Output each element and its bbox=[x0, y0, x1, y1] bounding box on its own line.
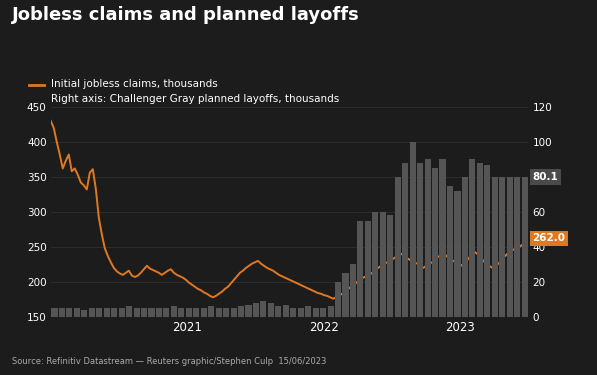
Bar bbox=[514, 177, 520, 317]
Bar bbox=[156, 308, 162, 317]
Bar bbox=[387, 215, 393, 317]
Bar bbox=[74, 308, 80, 317]
Bar bbox=[230, 308, 236, 317]
Bar bbox=[81, 310, 87, 317]
Bar bbox=[432, 168, 438, 317]
Bar bbox=[283, 304, 289, 317]
Bar bbox=[343, 273, 349, 317]
Text: Source: Refinitiv Datastream — Reuters graphic/Stephen Culp  15/06/2023: Source: Refinitiv Datastream — Reuters g… bbox=[12, 357, 327, 366]
Bar bbox=[313, 308, 319, 317]
Bar bbox=[439, 159, 445, 317]
Bar bbox=[462, 177, 468, 317]
Text: 262.0: 262.0 bbox=[533, 234, 565, 243]
Bar bbox=[447, 186, 453, 317]
Bar bbox=[245, 304, 251, 317]
Bar bbox=[275, 306, 281, 317]
Bar bbox=[477, 163, 483, 317]
Bar bbox=[149, 308, 155, 317]
Bar bbox=[417, 163, 423, 317]
Bar bbox=[260, 301, 266, 317]
Bar bbox=[268, 303, 274, 317]
Bar bbox=[402, 163, 408, 317]
Bar bbox=[298, 308, 304, 317]
Bar bbox=[350, 264, 356, 317]
Bar bbox=[193, 308, 199, 317]
Text: Initial jobless claims, thousands: Initial jobless claims, thousands bbox=[51, 80, 217, 89]
Bar bbox=[328, 306, 334, 317]
Bar bbox=[410, 142, 416, 317]
Bar bbox=[522, 177, 528, 317]
Bar bbox=[104, 308, 110, 317]
Bar bbox=[51, 308, 57, 317]
Bar bbox=[469, 159, 475, 317]
Bar bbox=[373, 212, 378, 317]
Bar bbox=[179, 308, 184, 317]
Bar bbox=[111, 308, 117, 317]
Bar bbox=[223, 308, 229, 317]
Bar bbox=[126, 306, 132, 317]
Bar bbox=[492, 177, 498, 317]
Bar bbox=[216, 308, 221, 317]
Bar bbox=[96, 308, 102, 317]
Bar bbox=[253, 303, 259, 317]
Bar bbox=[186, 308, 192, 317]
Bar bbox=[395, 177, 401, 317]
Bar bbox=[499, 177, 505, 317]
Bar bbox=[320, 308, 326, 317]
Bar bbox=[507, 177, 513, 317]
Text: Right axis: Challenger Gray planned layoffs, thousands: Right axis: Challenger Gray planned layo… bbox=[51, 94, 339, 104]
Bar bbox=[365, 220, 371, 317]
Bar bbox=[290, 308, 296, 317]
Bar bbox=[454, 191, 460, 317]
Bar bbox=[134, 308, 140, 317]
Bar bbox=[66, 308, 72, 317]
Bar bbox=[424, 159, 430, 317]
Bar bbox=[380, 212, 386, 317]
Bar bbox=[141, 308, 147, 317]
Bar bbox=[484, 165, 490, 317]
Bar bbox=[164, 308, 170, 317]
Bar bbox=[238, 306, 244, 317]
Bar bbox=[335, 282, 341, 317]
Bar bbox=[358, 220, 364, 317]
Bar bbox=[201, 308, 207, 317]
Bar bbox=[208, 306, 214, 317]
Bar bbox=[305, 306, 311, 317]
Bar bbox=[89, 308, 95, 317]
Bar bbox=[59, 308, 65, 317]
Bar bbox=[119, 308, 125, 317]
Bar bbox=[171, 306, 177, 317]
Text: 80.1: 80.1 bbox=[533, 172, 558, 182]
Text: Jobless claims and planned layoffs: Jobless claims and planned layoffs bbox=[12, 6, 359, 24]
